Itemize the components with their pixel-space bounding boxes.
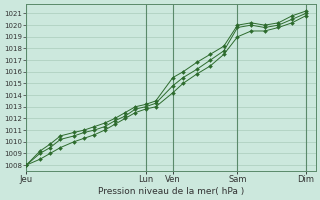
X-axis label: Pression niveau de la mer( hPa ): Pression niveau de la mer( hPa ) <box>98 187 244 196</box>
